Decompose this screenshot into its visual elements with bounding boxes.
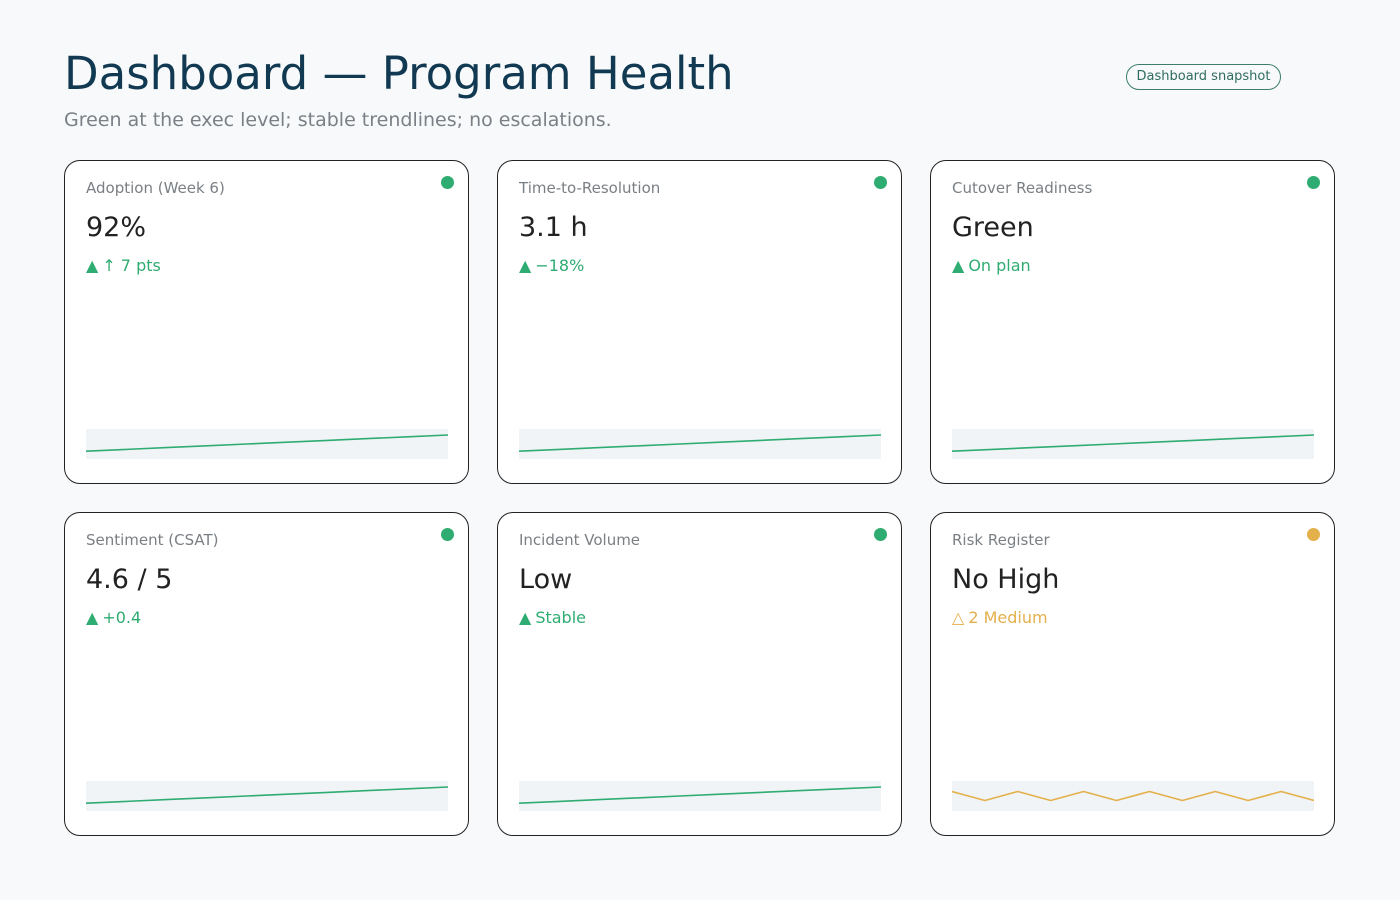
card-label: Cutover Readiness [952, 179, 1093, 197]
sparkline-chart [952, 429, 1314, 459]
card-value: Green [952, 212, 1034, 243]
triangle-up-icon: ▲ [86, 608, 99, 627]
card-delta: ▲ +0.4 [86, 607, 141, 629]
triangle-up-icon: ▲ [86, 256, 99, 275]
sparkline-chart [952, 781, 1314, 811]
sparkline-trend-line [519, 786, 881, 804]
card-delta: ▲ Stable [519, 607, 586, 629]
sparkline-background [86, 781, 448, 811]
triangle-up-icon: ▲ [519, 608, 532, 627]
card-label: Time-to-Resolution [519, 179, 661, 197]
kpi-card-adoption[interactable]: Adoption (Week 6) 92% ▲ ↑ 7 pts [64, 160, 469, 484]
sparkline-trend-line [519, 434, 881, 452]
sparkline-trend-line [86, 786, 448, 804]
card-value: 3.1 h [519, 212, 588, 243]
card-value: 4.6 / 5 [86, 564, 173, 595]
status-dot-icon [441, 176, 454, 189]
sparkline-trend-line [952, 790, 1314, 802]
card-delta-text: On plan [968, 256, 1031, 275]
dashboard-snapshot-badge[interactable]: Dashboard snapshot [1126, 64, 1281, 90]
card-label: Sentiment (CSAT) [86, 531, 219, 549]
status-dot-icon [1307, 528, 1320, 541]
card-label: Adoption (Week 6) [86, 179, 225, 197]
triangle-up-icon: ▲ [519, 256, 532, 275]
triangle-up-icon: ▲ [952, 256, 965, 275]
status-dot-icon [1307, 176, 1320, 189]
sparkline-trend-line [86, 434, 448, 452]
status-dot-icon [441, 528, 454, 541]
card-value: 92% [86, 212, 147, 243]
sparkline-background [519, 429, 881, 459]
sparkline-chart [86, 429, 448, 459]
sparkline-chart [519, 429, 881, 459]
card-value: No High [952, 564, 1060, 595]
sparkline-chart [519, 781, 881, 811]
status-dot-icon [874, 176, 887, 189]
card-delta: ▲ −18% [519, 255, 584, 277]
card-delta: ▲ ↑ 7 pts [86, 255, 161, 277]
card-delta-text: 2 Medium [968, 608, 1048, 627]
card-label: Incident Volume [519, 531, 641, 549]
sparkline-background [952, 429, 1314, 459]
sparkline-background [519, 781, 881, 811]
sparkline-trend-line [952, 434, 1314, 452]
status-dot-icon [874, 528, 887, 541]
triangle-outline-icon: △ [952, 608, 965, 627]
sparkline-chart [86, 781, 448, 811]
card-delta: △ 2 Medium [952, 607, 1048, 629]
card-delta-text: +0.4 [102, 608, 142, 627]
kpi-card-cutover-readiness[interactable]: Cutover Readiness Green ▲ On plan [930, 160, 1335, 484]
sparkline-background [86, 429, 448, 459]
card-label: Risk Register [952, 531, 1050, 549]
page-subtitle: Green at the exec level; stable trendlin… [64, 109, 612, 131]
card-delta-text: −18% [535, 256, 585, 275]
kpi-card-sentiment[interactable]: Sentiment (CSAT) 4.6 / 5 ▲ +0.4 [64, 512, 469, 836]
kpi-card-risk-register[interactable]: Risk Register No High △ 2 Medium [930, 512, 1335, 836]
kpi-card-incident-volume[interactable]: Incident Volume Low ▲ Stable [497, 512, 902, 836]
card-delta-text: ↑ 7 pts [102, 256, 161, 275]
card-delta-text: Stable [535, 608, 586, 627]
card-value: Low [519, 564, 573, 595]
page-title: Dashboard — Program Health [64, 47, 734, 100]
kpi-card-time-to-resolution[interactable]: Time-to-Resolution 3.1 h ▲ −18% [497, 160, 902, 484]
card-delta: ▲ On plan [952, 255, 1031, 277]
